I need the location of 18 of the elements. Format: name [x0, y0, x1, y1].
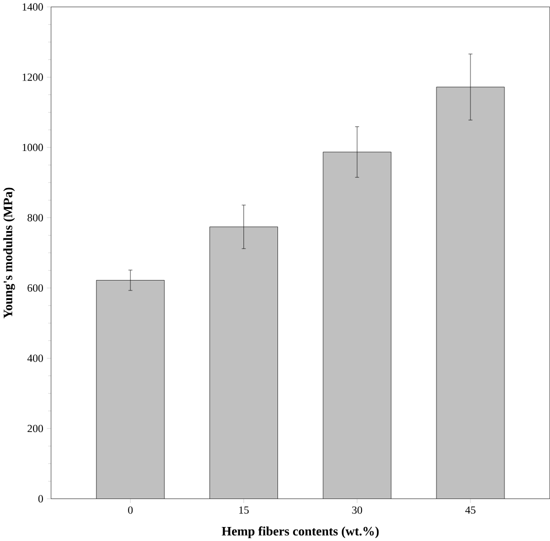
y-tick-label: 600 — [28, 284, 43, 292]
x-tick-label: 0 — [128, 506, 133, 514]
y-tick-label: 200 — [28, 424, 43, 432]
y-tick-label: 1000 — [22, 144, 43, 151]
y-tick-label: 400 — [27, 354, 43, 362]
x-axis-title: Hemp fibers contents (wt.%) — [222, 526, 379, 538]
y-tick-label: 0 — [38, 494, 43, 502]
y-tick-label: 800 — [28, 214, 43, 222]
x-tick-label: 30 — [352, 506, 362, 514]
y-tick-label: 1400 — [22, 3, 43, 10]
bar — [96, 280, 165, 499]
bar — [436, 86, 505, 499]
y-axis-title: Young's modulus (MPa) — [3, 187, 15, 318]
bar — [322, 152, 392, 499]
x-tick-label: 15 — [239, 506, 249, 514]
x-tick-label: 45 — [465, 506, 476, 514]
bar — [210, 226, 278, 499]
y-tick-label: 1200 — [22, 73, 43, 81]
